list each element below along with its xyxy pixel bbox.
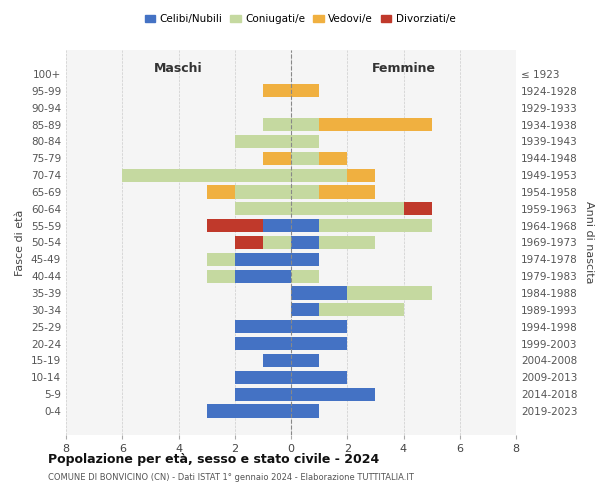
Bar [319,118,431,131]
Bar [291,118,319,131]
Bar [206,219,263,232]
Bar [263,118,291,131]
Bar [291,186,319,198]
Bar [263,152,291,165]
Text: COMUNE DI BONVICINO (CN) - Dati ISTAT 1° gennaio 2024 - Elaborazione TUTTITALIA.: COMUNE DI BONVICINO (CN) - Dati ISTAT 1°… [48,472,414,482]
Bar [347,168,376,181]
Bar [291,202,404,215]
Bar [291,370,347,384]
Bar [235,186,291,198]
Bar [319,304,404,316]
Bar [263,236,291,249]
Bar [291,253,319,266]
Bar [347,286,431,300]
Bar [206,253,235,266]
Bar [291,236,319,249]
Bar [235,135,291,148]
Bar [263,84,291,98]
Bar [291,135,319,148]
Bar [235,320,291,334]
Bar [291,354,319,367]
Text: Femmine: Femmine [371,62,436,76]
Bar [235,236,263,249]
Bar [291,304,319,316]
Bar [291,168,347,181]
Bar [291,404,319,417]
Bar [291,388,376,400]
Bar [291,337,347,350]
Bar [206,404,291,417]
Bar [291,320,347,334]
Bar [263,219,291,232]
Bar [206,270,235,283]
Bar [122,168,291,181]
Y-axis label: Fasce di età: Fasce di età [16,210,25,276]
Bar [319,219,431,232]
Text: Maschi: Maschi [154,62,203,76]
Bar [235,370,291,384]
Bar [319,236,376,249]
Bar [235,253,291,266]
Bar [291,270,319,283]
Bar [291,152,319,165]
Bar [404,202,431,215]
Bar [235,202,291,215]
Bar [291,219,319,232]
Legend: Celibi/Nubili, Coniugati/e, Vedovi/e, Divorziati/e: Celibi/Nubili, Coniugati/e, Vedovi/e, Di… [140,10,460,29]
Bar [319,152,347,165]
Y-axis label: Anni di nascita: Anni di nascita [584,201,594,284]
Bar [291,286,347,300]
Bar [235,337,291,350]
Bar [235,388,291,400]
Text: Popolazione per età, sesso e stato civile - 2024: Popolazione per età, sesso e stato civil… [48,452,379,466]
Bar [206,186,235,198]
Bar [263,354,291,367]
Bar [291,84,319,98]
Bar [319,186,376,198]
Bar [235,270,291,283]
